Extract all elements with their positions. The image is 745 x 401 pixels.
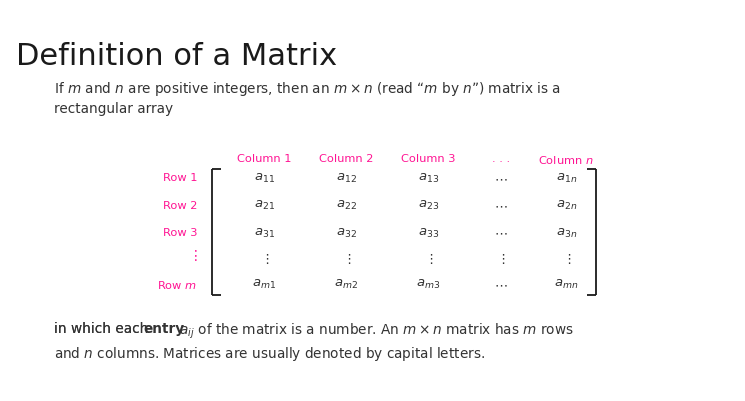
Text: . . .: . . . bbox=[492, 154, 510, 164]
Text: $a_{ij}$ of the matrix is a number. An $m \times n$ matrix has $m$ rows: $a_{ij}$ of the matrix is a number. An $… bbox=[175, 322, 574, 341]
Text: $a_{21}$: $a_{21}$ bbox=[254, 199, 275, 212]
Text: If $m$ and $n$ are positive integers, then an $m \times n$ (read “$m$ by $n$”) m: If $m$ and $n$ are positive integers, th… bbox=[54, 80, 561, 98]
Text: $a_{31}$: $a_{31}$ bbox=[254, 227, 275, 240]
Text: rectangular array: rectangular array bbox=[54, 102, 173, 116]
Text: $a_{32}$: $a_{32}$ bbox=[336, 227, 357, 240]
Text: $a_{22}$: $a_{22}$ bbox=[336, 199, 357, 212]
Text: $\cdots$: $\cdots$ bbox=[494, 227, 507, 240]
Text: $\vdots$: $\vdots$ bbox=[342, 252, 351, 265]
Text: in which each ​: in which each ​ bbox=[54, 322, 153, 336]
Text: in which each: in which each bbox=[54, 322, 153, 336]
Text: $a_{33}$: $a_{33}$ bbox=[418, 227, 439, 240]
Text: entry: entry bbox=[144, 322, 185, 336]
Text: $\cdots$: $\cdots$ bbox=[494, 278, 507, 291]
Text: $a_{2n}$: $a_{2n}$ bbox=[556, 199, 577, 212]
Text: Row 3: Row 3 bbox=[163, 229, 197, 238]
Text: $\vdots$: $\vdots$ bbox=[260, 252, 269, 265]
Text: $a_{11}$: $a_{11}$ bbox=[254, 172, 275, 185]
Text: Column 3: Column 3 bbox=[401, 154, 456, 164]
Text: Column 2: Column 2 bbox=[320, 154, 373, 164]
Text: Column $n$: Column $n$ bbox=[539, 154, 594, 166]
Text: Row $m$: Row $m$ bbox=[157, 279, 197, 291]
Text: $a_{3n}$: $a_{3n}$ bbox=[556, 227, 577, 240]
Text: Row 1: Row 1 bbox=[163, 174, 197, 183]
Text: and $n$ columns. Matrices are usually denoted by capital letters.: and $n$ columns. Matrices are usually de… bbox=[54, 345, 484, 363]
Text: $\cdots$: $\cdots$ bbox=[494, 199, 507, 212]
Text: $a_{mn}$: $a_{mn}$ bbox=[554, 278, 578, 291]
Text: $\vdots$: $\vdots$ bbox=[562, 252, 571, 265]
Text: $\vdots$: $\vdots$ bbox=[424, 252, 433, 265]
Text: Definition of a Matrix: Definition of a Matrix bbox=[16, 42, 337, 71]
Text: $a_{23}$: $a_{23}$ bbox=[418, 199, 439, 212]
Text: $a_{m1}$: $a_{m1}$ bbox=[253, 278, 276, 291]
Text: $a_{13}$: $a_{13}$ bbox=[418, 172, 439, 185]
Text: $a_{m3}$: $a_{m3}$ bbox=[416, 278, 440, 291]
Text: Column 1: Column 1 bbox=[237, 154, 292, 164]
Text: $\vdots$: $\vdots$ bbox=[188, 248, 197, 263]
Text: $a_{12}$: $a_{12}$ bbox=[336, 172, 357, 185]
Text: $a_{1n}$: $a_{1n}$ bbox=[556, 172, 577, 185]
Text: $\cdots$: $\cdots$ bbox=[494, 172, 507, 185]
Text: $\vdots$: $\vdots$ bbox=[496, 252, 505, 265]
Text: $a_{m2}$: $a_{m2}$ bbox=[335, 278, 358, 291]
Text: Row 2: Row 2 bbox=[163, 201, 197, 211]
